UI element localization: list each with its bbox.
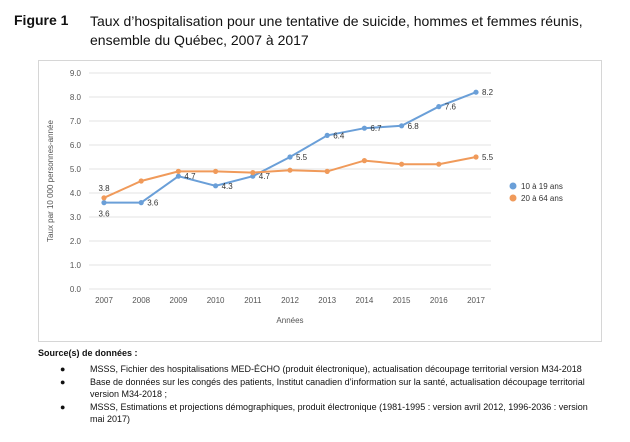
x-tick-label: 2012 [281,296,299,305]
x-tick-label: 2015 [393,296,411,305]
data-label: 7.6 [445,103,457,112]
data-point [361,158,367,164]
y-axis-title: Taux par 10 000 personnes-année [46,120,55,242]
data-label: 4.3 [222,182,234,191]
data-point [138,200,144,206]
data-label: 6.8 [408,122,420,131]
x-tick-label: 2007 [95,296,113,305]
y-tick-label: 2.0 [70,237,82,246]
data-point [175,168,181,174]
source-item: ● Base de données sur les congés des pat… [38,377,598,400]
data-point [473,154,479,160]
line-chart: 0.0 1.0 2.0 3.0 4.0 5.0 6.0 7.0 8.0 9.0 2007 2008 20… [46,69,563,325]
x-tick-label: 2008 [132,296,150,305]
data-point [324,168,330,174]
data-label: 5.5 [296,153,308,162]
y-tick-label: 3.0 [70,213,82,222]
y-tick-label: 6.0 [70,141,82,150]
data-point [250,173,256,179]
x-tick-label: 2016 [430,296,448,305]
data-point [213,183,219,189]
x-tick-label: 2011 [244,296,262,305]
data-label: 3.6 [147,199,159,208]
y-tick-label: 4.0 [70,189,82,198]
x-axis-title: Années [276,316,303,325]
sources-list: ● MSSS, Fichier des hospitalisations MED… [38,364,598,426]
data-point [138,178,144,184]
figure-title: Taux d’hospitalisation pour une tentativ… [90,13,583,48]
y-tick-label: 1.0 [70,261,82,270]
data-label: 6.7 [370,124,382,133]
series-line [103,156,477,199]
data-label: 3.8 [98,184,110,193]
data-point [399,161,405,167]
data-point [436,104,442,110]
source-text: MSSS, Estimations et projections démogra… [90,402,588,424]
data-point [287,154,293,160]
legend-marker [509,182,517,190]
bullet-icon: ● [60,402,66,412]
x-tick-label: 2013 [318,296,336,305]
y-tick-label: 9.0 [70,69,82,78]
y-tick-label: 0.0 [70,285,82,294]
bullet-icon: ● [60,377,66,387]
data-point [101,200,107,206]
data-point [324,132,330,138]
data-point [175,173,181,179]
data-point [287,167,293,173]
x-tick-label: 2010 [207,296,225,305]
data-label: 6.4 [333,131,345,140]
legend-marker [509,194,517,202]
data-point [436,161,442,167]
data-label: 4.7 [184,172,196,181]
data-point [473,89,479,95]
x-tick-label: 2009 [170,296,188,305]
data-point [213,168,219,174]
source-text: Base de données sur les congés des patie… [90,377,585,399]
y-tick-label: 7.0 [70,117,82,126]
data-sources: Source(s) de données : ● MSSS, Fichier d… [38,348,598,427]
data-label: 8.2 [482,88,494,97]
figure-number: Figure 1 [14,12,69,28]
data-point [250,170,256,176]
source-text: MSSS, Fichier des hospitalisations MED-É… [90,363,582,374]
legend-label: 20 à 64 ans [521,194,563,203]
series-line [104,91,477,204]
source-item: ● MSSS, Fichier des hospitalisations MED… [38,364,598,376]
x-tick-label: 2014 [356,296,374,305]
sources-heading: Source(s) de données : [38,348,138,358]
y-tick-label: 5.0 [70,165,82,174]
data-label: 3.6 [98,210,110,219]
legend-label: 10 à 19 ans [521,182,563,191]
data-label: 4.7 [259,172,271,181]
source-item: ● MSSS, Estimations et projections démog… [38,402,598,425]
data-point [361,125,367,131]
data-point [101,195,107,201]
x-tick-label: 2017 [467,296,485,305]
bullet-icon: ● [60,363,66,374]
data-label: 5.5 [482,153,494,162]
data-point [399,123,405,129]
chart-container: 0.0 1.0 2.0 3.0 4.0 5.0 6.0 7.0 8.0 9.0 2007 2008 20… [38,60,602,342]
y-tick-label: 8.0 [70,93,82,102]
